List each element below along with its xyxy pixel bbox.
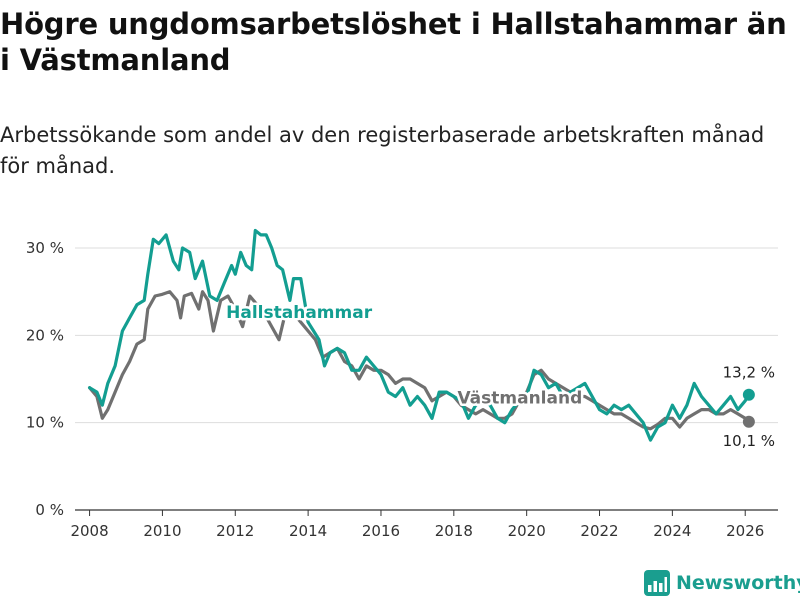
series-label-hallstahammar: Hallstahammar <box>226 303 373 323</box>
series-line-vastmanland <box>88 290 751 431</box>
x-tick-label: 2018 <box>435 522 473 540</box>
newsworthy-logo-icon <box>644 570 670 596</box>
series-label-vastmanland: Västmanland <box>457 388 582 408</box>
y-tick-label: 30 % <box>26 239 64 257</box>
y-tick-label: 0 % <box>35 501 64 519</box>
x-tick-label: 2026 <box>726 522 764 540</box>
x-tick-label: 2008 <box>70 522 108 540</box>
series-line-hallstahammar <box>88 228 751 442</box>
chart-subtitle: Arbetssökande som andel av den registerb… <box>0 123 765 178</box>
x-tick-label: 2016 <box>362 522 400 540</box>
end-value-label-vastmanland: 10,1 % <box>723 432 775 450</box>
brand-name: Newsworthy <box>676 572 800 594</box>
brand-logo: Newsworthy <box>644 570 800 596</box>
x-tick-label: 2024 <box>653 522 691 540</box>
chart-title: Högre ungdomsarbetslöshet i Hallstahamma… <box>0 7 787 77</box>
end-point-vastmanland <box>742 415 755 428</box>
x-tick-label: 2010 <box>143 522 181 540</box>
end-point-hallstahammar <box>742 388 755 401</box>
x-tick-label: 2012 <box>216 522 254 540</box>
x-tick-label: 2014 <box>289 522 327 540</box>
y-tick-label: 10 % <box>26 414 64 432</box>
y-tick-label: 20 % <box>26 326 64 344</box>
x-tick-label: 2022 <box>580 522 618 540</box>
x-tick-label: 2020 <box>508 522 546 540</box>
end-value-label-hallstahammar: 13,2 % <box>723 364 775 382</box>
